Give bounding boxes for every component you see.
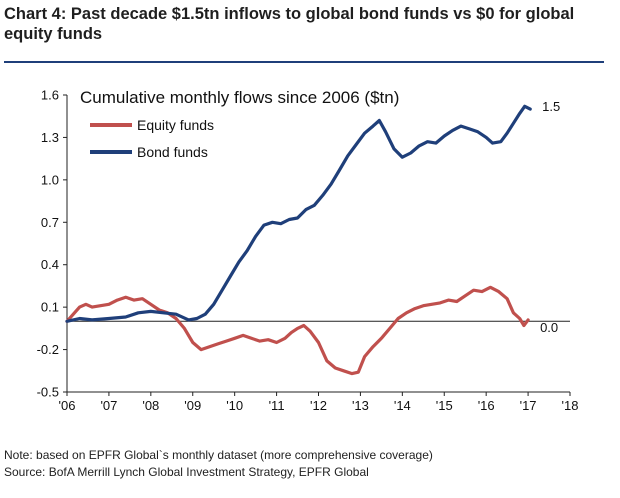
series-line-bond-funds (65, 104, 532, 323)
x-tick-label: '06 (59, 398, 76, 413)
title-rule (4, 61, 604, 63)
series-line-equity-funds (65, 285, 530, 376)
legend-label: Equity funds (137, 117, 214, 133)
y-tick-label: 0.4 (41, 257, 59, 272)
y-tick-label: 1.6 (41, 88, 59, 103)
chart-subtitle: Cumulative monthly flows since 2006 ($tn… (80, 88, 399, 107)
y-tick-label: 1.0 (41, 172, 59, 187)
chart-legend: Equity funds Bond funds (90, 117, 214, 160)
chart-notes: Note: based on EPFR Global`s monthly dat… (4, 447, 614, 481)
y-tick-label: -0.5 (37, 385, 59, 400)
note-text: Note: based on EPFR Global`s monthly dat… (4, 448, 433, 462)
y-tick-label: -0.2 (37, 342, 59, 357)
end-value-label: 0.0 (540, 320, 558, 335)
legend-label: Bond funds (137, 144, 208, 160)
x-tick-label: '09 (184, 398, 201, 413)
x-tick-label: '18 (562, 398, 579, 413)
x-tick-label: '07 (100, 398, 117, 413)
x-tick-label: '15 (436, 398, 453, 413)
x-tick-label: '08 (142, 398, 159, 413)
y-tick-label: 0.7 (41, 215, 59, 230)
x-tick-label: '13 (352, 398, 369, 413)
x-tick-label: '12 (310, 398, 327, 413)
y-tick-label: 0.1 (41, 300, 59, 315)
chart-axes: 1.6 1.3 1.0 0.7 0.4 0.1 -0.2 -0.5'06 '07 '08 '09 '1… (37, 88, 579, 414)
chart-title: Chart 4: Past decade $1.5tn inflows to g… (4, 5, 575, 43)
x-tick-label: '11 (269, 398, 285, 413)
x-tick-label: '17 (520, 398, 537, 413)
x-tick-label: '10 (226, 398, 243, 413)
end-value-label: 1.5 (542, 99, 560, 114)
y-tick-label: 1.3 (41, 130, 59, 145)
x-tick-label: '16 (478, 398, 495, 413)
source-text: Source: BofA Merrill Lynch Global Invest… (4, 465, 369, 479)
chart-series: 0.0 1.5 (65, 99, 560, 376)
x-tick-label: '14 (394, 398, 411, 413)
